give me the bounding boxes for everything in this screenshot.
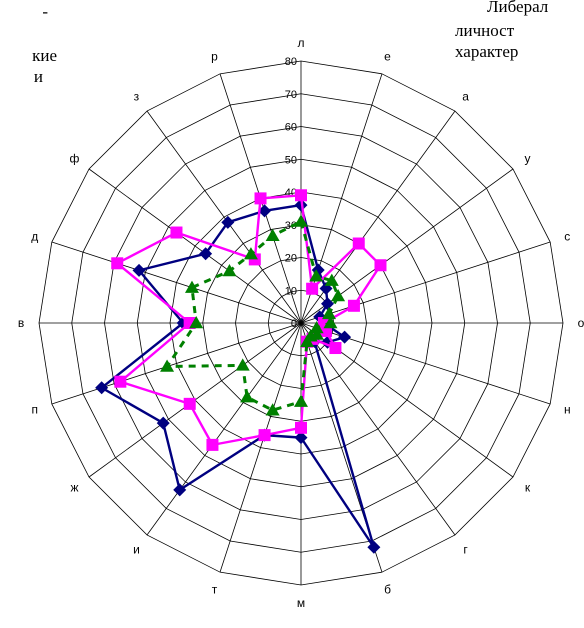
series-1-point-19 (254, 192, 267, 205)
series-2-point-15 (189, 316, 204, 329)
series-1-point-12 (206, 438, 219, 451)
category-label-7: к (525, 481, 531, 495)
category-label-4: с (564, 229, 570, 243)
category-labels: л е а у с о н к г б м т и ж п в д ф з р (18, 36, 584, 610)
series-1-point-3 (374, 259, 387, 272)
series-2-point-16 (184, 280, 199, 293)
series-0-point-6 (338, 330, 352, 344)
category-label-18: з (134, 89, 140, 103)
category-label-6: н (564, 403, 571, 417)
tick-label-80: 80 (285, 56, 297, 68)
category-label-3: у (525, 151, 531, 165)
category-label-14: п (31, 403, 38, 417)
series-1-point-0 (295, 189, 307, 202)
series-1-point-7 (329, 342, 342, 355)
spoke-14 (51, 322, 302, 405)
series-0-point-9 (367, 540, 381, 554)
category-label-1: е (384, 50, 391, 64)
tick-label-0: 0 (291, 318, 297, 330)
series-0-point-16 (132, 263, 146, 277)
category-label-5: о (578, 316, 584, 330)
tick-label-50: 50 (285, 154, 297, 166)
category-label-2: а (462, 89, 469, 103)
tick-label-70: 70 (285, 89, 297, 101)
series-2-point-2 (324, 273, 339, 286)
category-label-12: и (133, 543, 140, 557)
series-2-point-5 (323, 316, 338, 329)
spoke-4 (300, 241, 551, 324)
series-2-point-11 (265, 403, 280, 416)
series-2-point-10 (294, 394, 308, 407)
series-1-point-18 (248, 253, 261, 266)
text-fragment-left-1: - (42, 2, 48, 21)
category-label-0: л (297, 36, 304, 50)
text-fragment-right-2: личност (455, 21, 515, 40)
series-2-point-17 (222, 264, 237, 277)
series-0-point-18 (221, 215, 235, 229)
series-0-point-10 (294, 431, 308, 445)
radar-grid (38, 60, 564, 586)
category-label-15: в (18, 316, 24, 330)
series-2-point-9 (300, 334, 315, 347)
series-2-point-12 (240, 390, 255, 403)
category-label-16: д (31, 229, 38, 243)
series-0-point-14 (95, 381, 109, 395)
series-1-point-13 (183, 397, 196, 410)
tick-label-10: 10 (285, 285, 297, 297)
series-0-point-12 (173, 483, 187, 497)
series-2-point-1 (309, 269, 324, 282)
spoke-18 (146, 110, 302, 324)
series-2-point-18 (243, 247, 258, 260)
series-1-point-16 (111, 257, 124, 270)
spoke-8 (300, 322, 456, 536)
series-2 (160, 214, 346, 416)
spoke-12 (146, 322, 302, 536)
text-fragment-right-1: Либерал (487, 0, 549, 16)
category-label-19: р (211, 50, 218, 64)
series-1-line (116, 194, 382, 447)
series-0-point-3 (320, 297, 334, 311)
tick-label-20: 20 (285, 253, 297, 265)
text-fragment-right-3: характер (455, 42, 519, 61)
series-0-point-19 (258, 204, 272, 218)
series-2-point-4 (322, 306, 337, 320)
data-series (95, 189, 387, 554)
spoke-11 (219, 322, 302, 573)
series-1-point-10 (295, 421, 307, 434)
spoke-6 (300, 322, 551, 405)
series-1-point-1 (306, 282, 319, 295)
text-fragment-left-2: кие (32, 46, 57, 65)
category-label-17: ф (70, 151, 80, 165)
series-1-point-14 (114, 375, 127, 388)
series-1-point-17 (170, 226, 183, 239)
spoke-16 (51, 241, 302, 324)
series-1-point-2 (352, 237, 365, 250)
category-label-10: м (297, 596, 305, 610)
series-2-point-19 (265, 228, 280, 242)
category-label-9: б (384, 582, 391, 596)
series-0-line (100, 203, 376, 549)
category-label-8: г (463, 543, 468, 557)
series-2-point-6 (309, 321, 324, 334)
tick-label-60: 60 (285, 122, 297, 134)
series-2-point-3 (331, 289, 346, 302)
series-2-point-0 (294, 214, 308, 227)
series-1 (111, 189, 387, 451)
series-1-point-11 (258, 429, 271, 442)
series-1-point-4 (347, 299, 360, 312)
category-label-13: ж (70, 481, 78, 495)
category-label-11: т (212, 582, 218, 596)
series-0-point-13 (156, 416, 170, 430)
series-2-point-14 (160, 359, 175, 372)
series-2-point-13 (235, 358, 250, 371)
text-fragment-left-3: и (33, 67, 43, 86)
series-0-point-17 (199, 247, 213, 261)
spoke-17 (88, 168, 302, 324)
